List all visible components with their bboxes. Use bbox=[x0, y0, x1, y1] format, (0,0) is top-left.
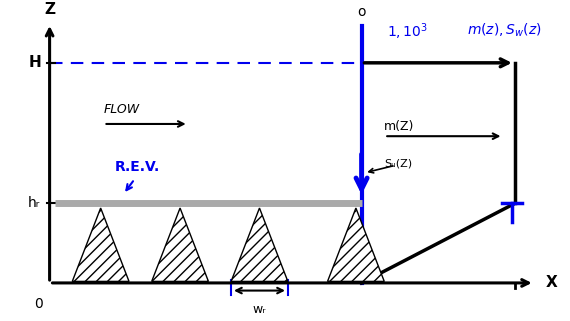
Text: X: X bbox=[546, 275, 557, 291]
Polygon shape bbox=[328, 208, 384, 282]
Text: Sᵤ(Z): Sᵤ(Z) bbox=[384, 159, 412, 169]
Text: 0: 0 bbox=[34, 297, 43, 311]
Text: H: H bbox=[29, 55, 42, 70]
Text: m(Z): m(Z) bbox=[384, 120, 414, 133]
Polygon shape bbox=[72, 208, 129, 282]
Text: FLOW: FLOW bbox=[104, 103, 140, 116]
Polygon shape bbox=[231, 208, 288, 282]
Text: Z: Z bbox=[44, 2, 55, 17]
Text: wᵣ: wᵣ bbox=[253, 303, 266, 316]
Text: hᵣ: hᵣ bbox=[27, 196, 40, 211]
Text: R.E.V.: R.E.V. bbox=[115, 160, 160, 174]
Text: o: o bbox=[357, 4, 366, 19]
Text: $1, 10^3$: $1, 10^3$ bbox=[387, 22, 428, 42]
Text: $m(z), S_w(z)$: $m(z), S_w(z)$ bbox=[466, 22, 542, 39]
Polygon shape bbox=[152, 208, 209, 282]
